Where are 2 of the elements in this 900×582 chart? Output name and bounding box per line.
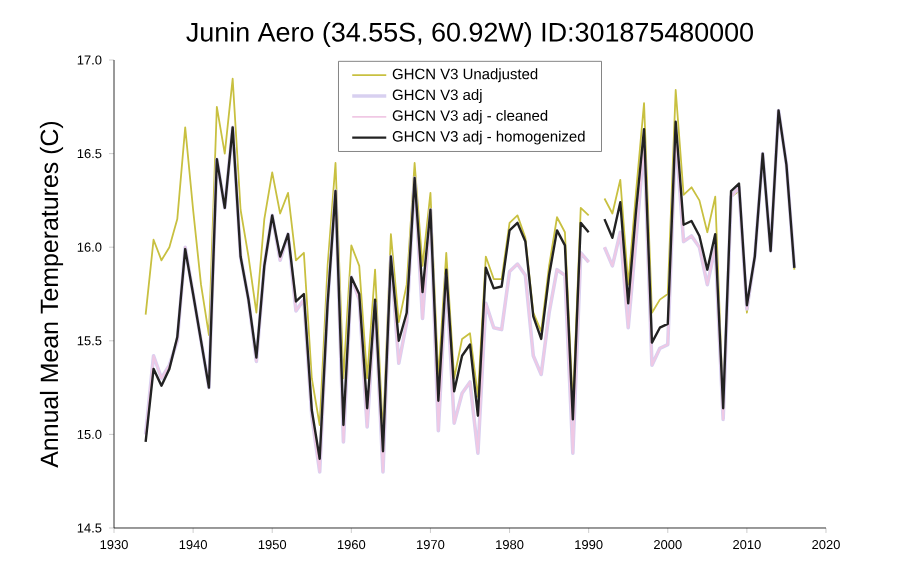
y-axis-title: Annual Mean Temperatures (C) — [39, 121, 64, 468]
chart-title: Junin Aero (34.55S, 60.92W) ID:301875480000 — [186, 21, 753, 47]
